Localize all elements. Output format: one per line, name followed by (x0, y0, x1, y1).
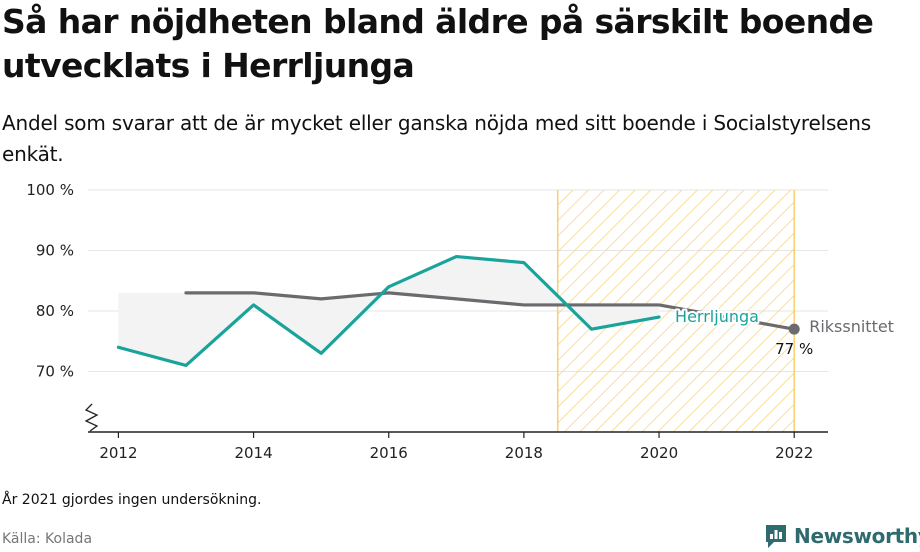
y-tick-label-70: 70 % (36, 363, 74, 381)
x-tick-label-2016: 2016 (370, 444, 408, 462)
newsworthy-logo-icon (766, 525, 786, 548)
x-tick-label-2018: 2018 (505, 444, 543, 462)
annotation-rikssnittet-2022: 77 % (775, 340, 813, 358)
axes: 2012 2014 2016 2018 2020 2022 70 % 80 % 90 % 100 … (26, 181, 828, 462)
source-credit: Källa: Kolada (2, 531, 93, 547)
newsworthy-logo: Newsworthy (764, 520, 920, 552)
gap-area (118, 256, 660, 366)
x-tick-label-2022: 2022 (775, 444, 813, 462)
y-tick-label-80: 80 % (36, 302, 74, 320)
x-tick-label-2012: 2012 (99, 444, 137, 462)
chart-subtitle: Andel som svarar att de är mycket eller … (2, 111, 871, 166)
series-label-rikssnittet: Rikssnittet (809, 317, 894, 336)
newsworthy-logo-text: Newsworthy (794, 524, 920, 548)
y-tick-label-90: 90 % (36, 242, 74, 260)
y-axis-break-icon (84, 403, 99, 432)
labels: Herrljunga Rikssnittet 77 % (673, 305, 894, 358)
series-label-herrljunga: Herrljunga (675, 307, 759, 326)
x-tick-label-2014: 2014 (234, 444, 272, 462)
x-tick-label-2020: 2020 (640, 444, 678, 462)
series-line-herrljunga (116, 254, 661, 368)
series (116, 254, 800, 368)
rikssnittet-end-point (788, 323, 800, 335)
series-line-rikssnittet (184, 291, 796, 331)
footnote: År 2021 gjordes ingen undersökning. (2, 492, 262, 508)
y-tick-label-100: 100 % (26, 181, 74, 199)
gap-area-fill (118, 256, 660, 366)
chart-title: Så har nöjdheten bland äldre på särskilt… (2, 2, 874, 85)
